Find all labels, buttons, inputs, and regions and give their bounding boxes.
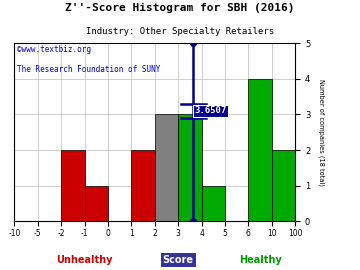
Text: Unhealthy: Unhealthy [57,255,113,265]
Text: Score: Score [163,255,194,265]
Bar [248,79,272,221]
Y-axis label: Number of companies (18 total): Number of companies (18 total) [318,79,324,186]
Text: Z''-Score Histogram for SBH (2016): Z''-Score Histogram for SBH (2016) [65,3,295,13]
Bar [85,186,108,221]
Text: 3.6507: 3.6507 [195,106,227,115]
Bar [178,114,202,221]
Bar [131,150,155,221]
Text: Industry: Other Specialty Retailers: Industry: Other Specialty Retailers [86,27,274,36]
Bar [202,186,225,221]
Bar [272,150,295,221]
Text: Healthy: Healthy [239,255,282,265]
Text: The Research Foundation of SUNY: The Research Foundation of SUNY [17,65,161,74]
Bar [61,150,85,221]
Bar [155,114,178,221]
Text: ©www.textbiz.org: ©www.textbiz.org [17,45,91,54]
